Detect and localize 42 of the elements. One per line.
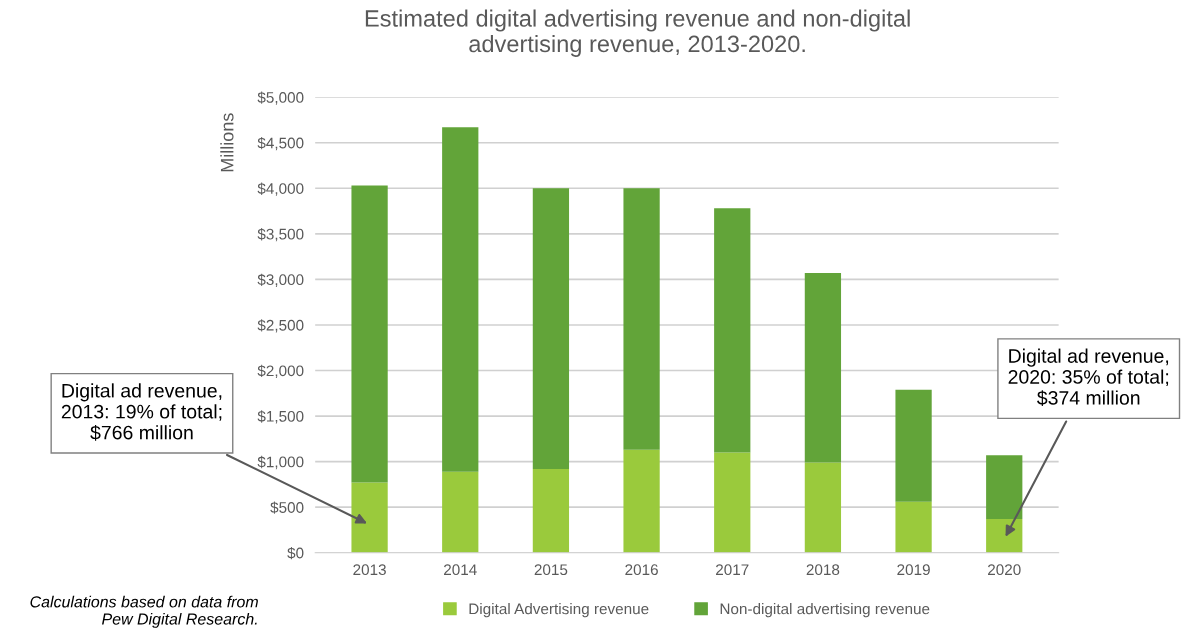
x-tick-label: 2014 <box>444 564 477 576</box>
x-tick-label: 2019 <box>897 564 930 576</box>
bar <box>532 188 570 469</box>
text: Calculations based on data from Pew Digital Research. <box>30 595 258 628</box>
bar <box>895 389 932 502</box>
x-tick-label: 2018 <box>806 564 840 576</box>
bar <box>532 468 570 553</box>
bar <box>442 127 479 472</box>
bar <box>351 482 388 553</box>
y-tick-label: $1,500 <box>257 410 304 424</box>
x-tick-label: 2015 <box>534 564 568 576</box>
bar <box>714 208 751 453</box>
x-tick-label: 2013 <box>353 564 386 576</box>
chart-title: Estimated digital advertising revenue and non-digital advertising revenue, 2013-2020. <box>365 9 910 57</box>
y-tick-label: $3,500 <box>257 228 304 242</box>
y-axis-title: Millions <box>220 113 234 172</box>
bar <box>442 471 479 553</box>
bar <box>623 449 660 553</box>
text: Digital ad revenue, 2013: 19% of total; $766 million <box>61 383 222 441</box>
bar <box>714 452 751 553</box>
x-tick-label: 2017 <box>716 564 749 576</box>
y-tick-label: $3,000 <box>257 273 304 287</box>
y-tick-label: $4,000 <box>257 182 304 196</box>
y-tick-label: $2,500 <box>257 319 304 333</box>
y-tick-label: $5,000 <box>257 91 304 105</box>
annotation: Digital ad revenue, 2020: 35% of total; $374 million <box>1008 348 1169 406</box>
y-tick-label: $500 <box>270 501 304 514</box>
legend-label: Digital Advertising revenue <box>469 603 649 618</box>
bar <box>351 185 388 483</box>
bar <box>804 462 842 553</box>
bar <box>895 501 932 553</box>
bar <box>986 455 1023 520</box>
legend-label: Non-digital advertising revenue <box>720 603 930 618</box>
y-tick-label: $4,500 <box>257 136 304 151</box>
bar <box>804 273 842 463</box>
y-tick-label: $0 <box>287 546 304 560</box>
y-tick-label: $2,000 <box>257 364 304 379</box>
bar <box>986 519 1023 553</box>
y-tick-label: $1,000 <box>257 455 304 470</box>
x-tick-label: 2020 <box>988 564 1021 576</box>
x-tick-label: 2016 <box>625 564 658 576</box>
bar <box>623 188 660 450</box>
